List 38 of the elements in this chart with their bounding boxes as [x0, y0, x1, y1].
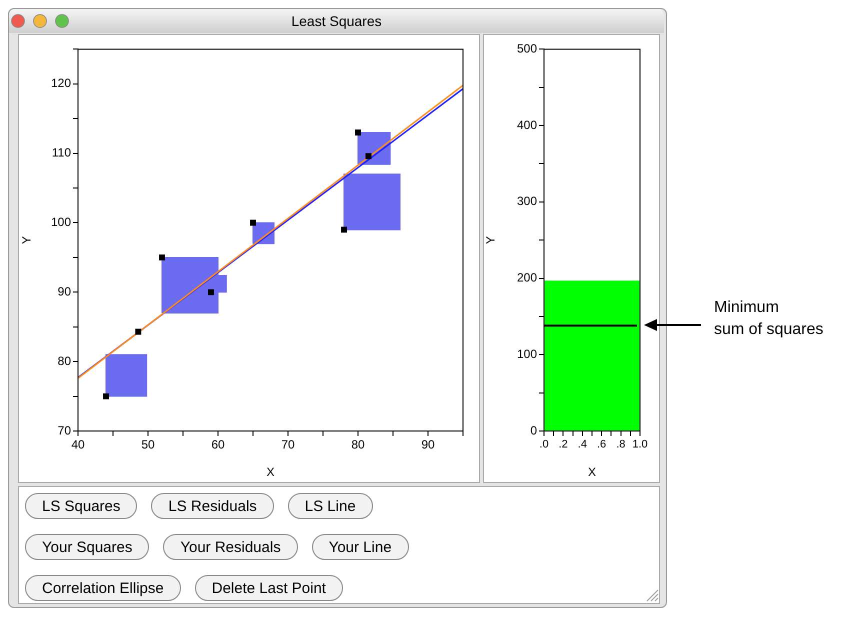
button: LS Squares	[25, 493, 138, 519]
y-tick-label: 120	[50, 76, 72, 90]
x-tick-label: .0	[539, 438, 549, 451]
x-tick-label: 1.0	[632, 438, 648, 451]
x-tick-label: .8	[616, 438, 626, 451]
x-tick-label: .2	[558, 438, 568, 451]
y-tick-label: 300	[516, 194, 538, 208]
y-tick-label: 90	[58, 284, 72, 298]
y-tick-label: 110	[52, 146, 72, 160]
y-tick-label: 400	[516, 118, 538, 132]
chart-title: Least Squares	[9, 9, 664, 33]
x-tick-label: 40	[71, 438, 85, 452]
y-tick-label: 500	[516, 42, 538, 56]
button: Your Line	[312, 534, 409, 560]
x-tick-label: .6	[597, 438, 606, 451]
button: Correlation Ellipse	[25, 575, 181, 601]
y-tick-label: 200	[516, 270, 538, 285]
y-tick-label: 0	[530, 423, 538, 438]
x-tick-label: 50	[141, 438, 155, 452]
button: Delete Last Point	[194, 575, 343, 601]
ref-line-label: Minimum sum of squares	[714, 299, 824, 338]
y-tick-label: 80	[58, 354, 72, 368]
y-tick-label: 100	[516, 346, 538, 361]
button: Your Squares	[25, 534, 150, 560]
button: LS Line	[288, 493, 373, 519]
x-axis-title: X	[588, 465, 596, 480]
y-tick-label: 100	[50, 215, 72, 230]
button: Your Residuals	[163, 534, 298, 560]
x-tick-label: 90	[421, 438, 435, 452]
x-tick-label: 80	[351, 438, 365, 452]
x-tick-label: 70	[281, 438, 295, 452]
x-tick-label: .4	[578, 438, 587, 451]
button: LS Residuals	[151, 493, 274, 519]
x-tick-label: 60	[211, 438, 225, 452]
x-axis-title: X	[266, 465, 275, 480]
y-tick-label: 70	[58, 423, 72, 438]
y-axis-title: Y	[484, 236, 498, 244]
y-axis-title: Y	[20, 236, 34, 244]
